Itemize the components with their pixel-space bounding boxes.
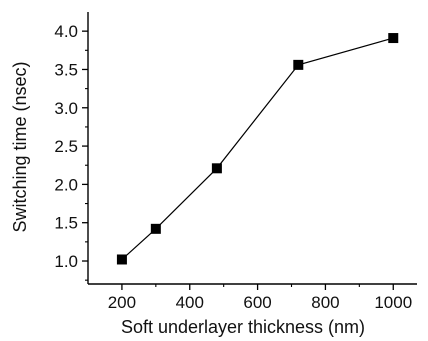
data-point-marker	[116, 254, 127, 265]
x-axis-title: Soft underlayer thickness (nm)	[121, 317, 365, 337]
y-tick-label: 1.5	[54, 214, 78, 233]
series-line	[121, 37, 394, 260]
x-tick-label: 200	[108, 293, 136, 312]
y-tick-label: 1.0	[54, 252, 78, 271]
y-tick-label: 2.0	[54, 175, 78, 194]
data-point-marker	[150, 223, 161, 234]
y-tick-label: 2.5	[54, 137, 78, 156]
series	[116, 33, 399, 265]
y-tick-label: 3.5	[54, 60, 78, 79]
x-tick-label: 400	[176, 293, 204, 312]
ticks: 1.0 1.5 2.0 2.5 3.0 3.5 4.0 200 400 600 800 1000	[54, 22, 412, 312]
x-tick-label: 800	[311, 293, 339, 312]
y-axis-title: Switching time (nsec)	[10, 61, 30, 232]
y-tick-label: 3.0	[54, 99, 78, 118]
y-tick-label: 4.0	[54, 22, 78, 41]
data-point-marker	[388, 33, 399, 44]
x-tick-label: 1000	[374, 293, 412, 312]
data-point-marker	[211, 163, 222, 174]
axes	[87, 12, 417, 285]
x-tick-label: 600	[243, 293, 271, 312]
data-point-marker	[293, 59, 304, 70]
